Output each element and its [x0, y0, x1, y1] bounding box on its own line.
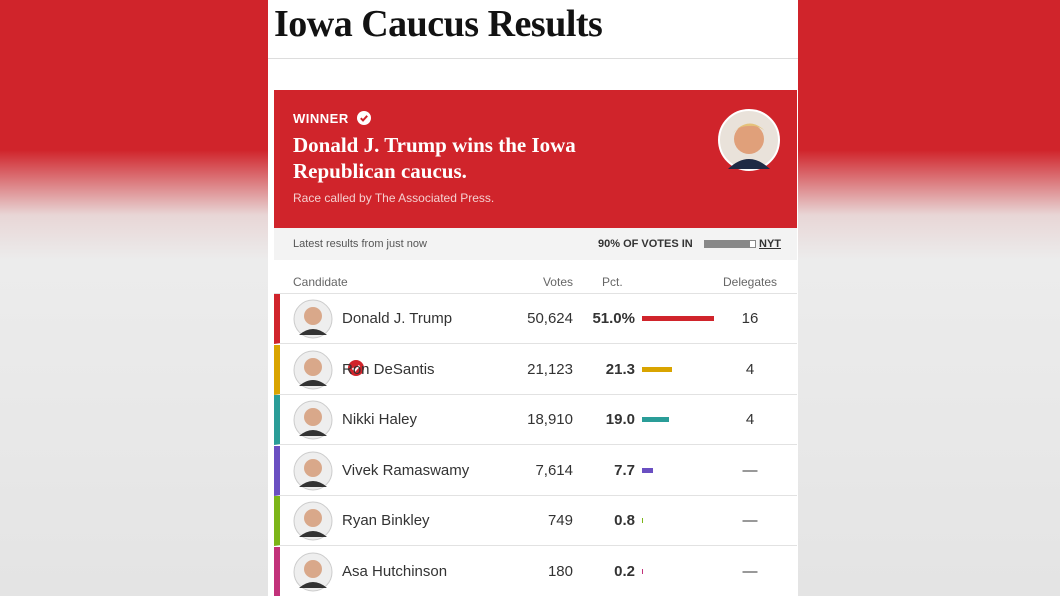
pct-bar [642, 366, 673, 372]
candidate-photo [293, 552, 333, 591]
candidate-name: Vivek Ramaswamy [342, 461, 470, 479]
candidate-name: Ron DeSantis [342, 360, 435, 378]
votes: 50,624 [527, 310, 573, 327]
pct: 0.2 [614, 562, 635, 580]
reporting-text: 90% OF VOTES IN [598, 238, 693, 250]
winner-label: WINNER [293, 111, 371, 126]
candidate-cell: Ron DeSantis [342, 345, 435, 395]
result-row: Asa Hutchinson 180 0.2 — [274, 546, 797, 596]
pct-bar [642, 417, 669, 422]
winner-photo [718, 109, 780, 171]
pct: 51.0% [592, 310, 635, 327]
delegates: — [742, 562, 758, 580]
candidate-photo [293, 299, 333, 339]
candidate-cell: Nikki Haley [342, 395, 417, 445]
status-bar: Latest results from just now 90% OF VOTE… [274, 228, 797, 260]
header-rule [274, 293, 797, 294]
pct: 19.0 [605, 411, 635, 428]
candidate-name: Ryan Binkley [342, 512, 430, 529]
candidate-cell: Donald J. Trump [342, 294, 453, 376]
candidate-name: Nikki Haley [342, 411, 418, 428]
candidate-name: Donald J. Trump [342, 310, 453, 327]
candidate-photo [293, 501, 333, 541]
pct: 21.3 [605, 360, 635, 378]
source-link[interactable]: NYT [759, 238, 781, 250]
delegates: — [742, 512, 758, 529]
results-panel: Iowa Caucus Results WINNER Donald J. Tru… [268, 0, 798, 596]
column-header: Candidate [293, 275, 348, 289]
votes: 749 [547, 512, 573, 529]
candidate-cell: Ryan Binkley [342, 496, 430, 546]
delegates: — [742, 461, 758, 479]
divider [268, 58, 798, 59]
column-header: Votes [542, 275, 573, 289]
candidate-cell: Asa Hutchinson [342, 547, 447, 596]
votes: 21,123 [527, 360, 573, 378]
delegates: 4 [745, 411, 755, 428]
result-row: Vivek Ramaswamy 7,614 7.7 — [274, 445, 797, 496]
candidate-photo [293, 400, 333, 440]
reporting-fill [705, 241, 750, 247]
result-row: Nikki Haley 18,910 19.0 4 [274, 395, 797, 445]
column-header: Pct. [602, 275, 623, 289]
page-title: Iowa Caucus Results [274, 3, 603, 45]
winner-banner: WINNER Donald J. Trump wins the Iowa Rep… [274, 90, 797, 228]
winner-check [348, 360, 364, 376]
delegates: 4 [745, 360, 755, 378]
votes: 7,614 [535, 461, 573, 479]
candidate-name: Asa Hutchinson [342, 562, 448, 580]
check-icon [356, 111, 371, 125]
result-row: Ryan Binkley 749 0.8 — [274, 496, 797, 546]
candidate-photo [293, 350, 333, 389]
pct-bar [642, 467, 653, 473]
column-header: Delegates [723, 275, 778, 289]
pct-bar [642, 316, 714, 321]
pct: 0.8 [614, 512, 635, 529]
winner-headline: Donald J. Trump wins the Iowa Republican… [293, 133, 576, 183]
candidate-cell: Vivek Ramaswamy [342, 446, 469, 496]
reporting-meter [704, 240, 756, 248]
result-row: Donald J. Trump 50,624 51.0% 16 [274, 294, 797, 376]
delegates: 16 [741, 310, 759, 327]
winner-label-text: WINNER [293, 111, 349, 126]
votes: 180 [547, 562, 573, 580]
result-row: Ron DeSantis 21,123 21.3 4 [274, 344, 797, 395]
votes: 18,910 [527, 411, 573, 428]
pct: 7.7 [614, 461, 635, 479]
updated-text: Latest results from just now [293, 238, 427, 250]
winner-source: Race called by The Associated Press. [293, 191, 495, 205]
pct-bar [642, 518, 644, 523]
candidate-photo [293, 451, 333, 490]
